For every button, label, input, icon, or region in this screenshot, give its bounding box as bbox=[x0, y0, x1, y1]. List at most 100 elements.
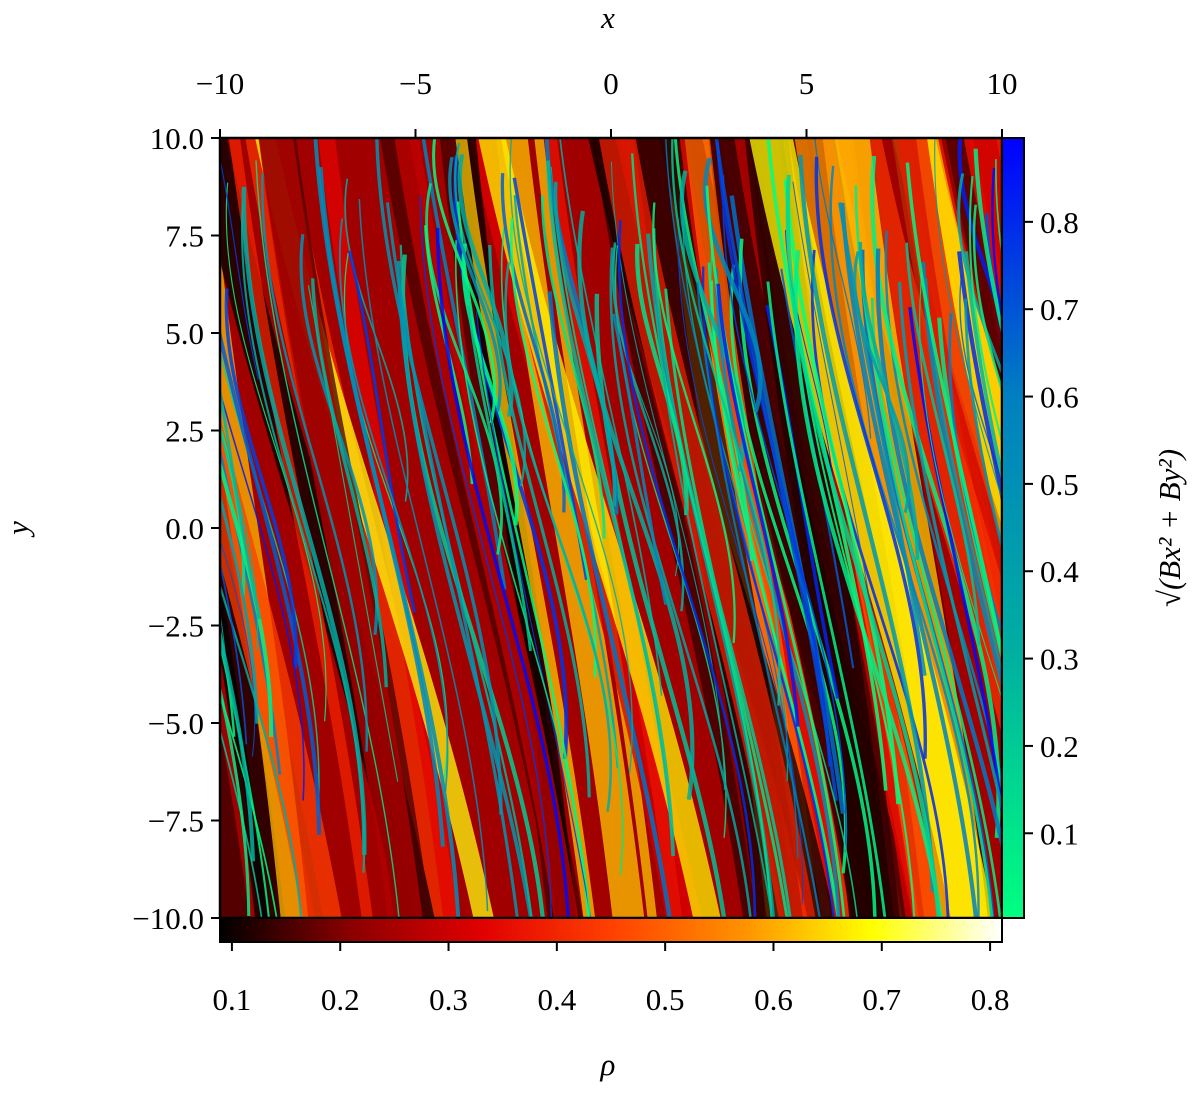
streamline bbox=[792, 181, 882, 674]
streamline bbox=[785, 174, 941, 918]
streamline bbox=[125, 306, 186, 608]
streamline bbox=[358, 199, 489, 912]
streamline bbox=[793, 250, 943, 918]
colorbar-tick-label: 0.4 bbox=[537, 982, 576, 1017]
streamline bbox=[696, 282, 821, 918]
field-stripe bbox=[749, 138, 995, 918]
streamline bbox=[957, 251, 1002, 506]
colorbar-tick-label: 0.8 bbox=[971, 982, 1010, 1017]
streamline bbox=[220, 538, 256, 757]
streamline bbox=[396, 260, 533, 918]
streamline bbox=[921, 261, 1002, 692]
streamline bbox=[546, 160, 676, 857]
streamline bbox=[875, 248, 1002, 853]
field-stripe bbox=[220, 416, 342, 918]
streamline bbox=[547, 291, 672, 918]
streamline bbox=[500, 173, 566, 513]
colorbar-tick-label: 0.1 bbox=[213, 982, 252, 1017]
streamline bbox=[220, 457, 274, 738]
streamline bbox=[461, 243, 519, 526]
streamline bbox=[220, 491, 259, 724]
colorbar-tick-label: 0.6 bbox=[754, 982, 793, 1017]
streamline bbox=[838, 202, 927, 676]
streamline bbox=[348, 250, 417, 613]
y-tick-label: 7.5 bbox=[165, 219, 204, 254]
y-axis-label: y bbox=[0, 521, 35, 538]
colorbar bbox=[219, 917, 1003, 943]
streamline bbox=[224, 288, 298, 669]
x-tick-label: 10 bbox=[987, 66, 1018, 101]
streamline bbox=[798, 155, 936, 893]
streamline bbox=[919, 271, 1002, 701]
colorbar-tick-label: 0.3 bbox=[429, 982, 468, 1017]
streamline bbox=[310, 278, 388, 688]
streamline bbox=[467, 305, 532, 652]
streamline bbox=[385, 202, 519, 918]
streamline bbox=[973, 148, 1002, 337]
streamline bbox=[225, 182, 327, 722]
streamline bbox=[652, 202, 736, 643]
streamline bbox=[419, 195, 552, 918]
streamline bbox=[220, 639, 270, 918]
streamline bbox=[577, 210, 695, 800]
streamline bbox=[671, 138, 781, 706]
streamline bbox=[220, 559, 248, 745]
streamline bbox=[870, 155, 1001, 839]
streamline bbox=[635, 243, 689, 516]
y-tick-label: −10.0 bbox=[132, 901, 204, 936]
streamline bbox=[261, 173, 368, 752]
streamline bbox=[220, 430, 258, 651]
streamline bbox=[972, 204, 1002, 395]
streamline bbox=[968, 176, 1002, 446]
streamline bbox=[220, 382, 262, 620]
y-tick-label: −7.5 bbox=[148, 804, 204, 839]
streamline bbox=[729, 264, 848, 874]
streamline bbox=[375, 138, 503, 815]
streamline bbox=[702, 157, 763, 413]
streamline bbox=[924, 277, 1002, 680]
streamline bbox=[609, 247, 752, 918]
field-stripe bbox=[744, 138, 894, 918]
streamline bbox=[702, 266, 835, 918]
y-tick-label: 10.0 bbox=[150, 121, 204, 156]
colorbar-tick-label: 0.3 bbox=[1040, 642, 1079, 677]
streamline bbox=[810, 249, 950, 918]
streamline bbox=[714, 268, 841, 918]
field bbox=[125, 138, 1002, 918]
streamline bbox=[220, 628, 256, 862]
colorbar-tick-label: 0.5 bbox=[1040, 467, 1079, 502]
colorbar-tick-label: 0.6 bbox=[1040, 380, 1079, 415]
colorbar-tick-label: 0.2 bbox=[321, 982, 360, 1017]
streamline bbox=[509, 138, 633, 774]
streamline bbox=[220, 326, 322, 835]
streamline bbox=[729, 195, 846, 814]
x-tick-label: 5 bbox=[799, 66, 815, 101]
streamline bbox=[220, 421, 246, 597]
streamline bbox=[991, 168, 1002, 325]
streamline bbox=[553, 181, 617, 507]
streamline bbox=[898, 281, 1002, 816]
y-tick-label: 2.5 bbox=[165, 414, 204, 449]
streamline bbox=[255, 160, 400, 918]
field-stripe bbox=[598, 138, 816, 918]
streamline bbox=[714, 138, 838, 802]
colorbar-tick-label: 0.7 bbox=[1040, 292, 1079, 327]
streamline bbox=[313, 138, 461, 918]
streamline bbox=[431, 138, 497, 424]
x-tick-label: 0 bbox=[603, 66, 619, 101]
streamline bbox=[612, 242, 685, 612]
streamline bbox=[338, 218, 449, 792]
streamline bbox=[682, 204, 789, 782]
streamline bbox=[905, 242, 981, 646]
colorbar-tick-label: 0.2 bbox=[1040, 729, 1079, 764]
streamline bbox=[934, 138, 1002, 502]
colorbar-tick-label: 0.8 bbox=[1040, 205, 1079, 240]
streamline bbox=[814, 156, 927, 759]
streamline bbox=[240, 202, 366, 873]
streamline bbox=[908, 306, 1002, 825]
y-tick-label: −2.5 bbox=[148, 609, 204, 644]
streamline bbox=[766, 281, 887, 918]
streamline bbox=[344, 178, 409, 502]
streamline bbox=[664, 288, 789, 918]
streamline bbox=[611, 244, 680, 577]
